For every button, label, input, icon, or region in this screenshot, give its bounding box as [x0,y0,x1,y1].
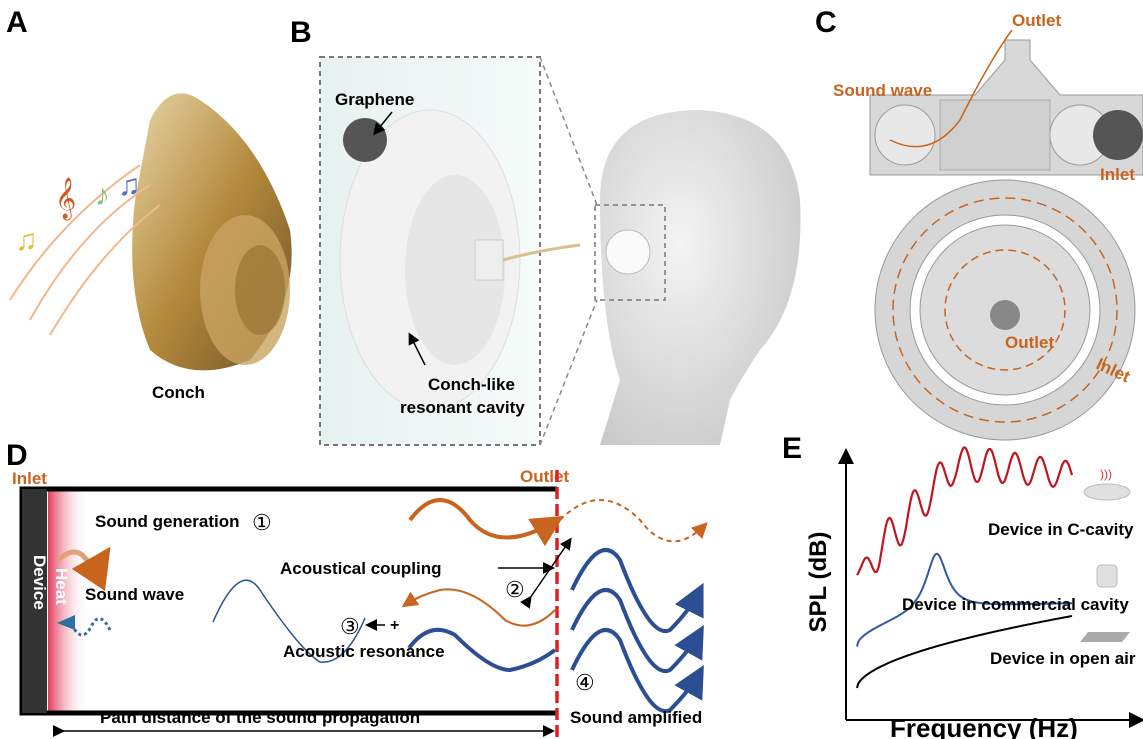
cavity-label-line2: resonant cavity [400,398,525,417]
sound-generation-label: Sound generation [95,512,240,531]
curve-open-air [856,615,1073,689]
commercial-cavity-icon [1096,564,1118,588]
step-1-marker: ① [252,510,272,535]
step-4-marker: ④ [575,670,595,695]
device-label: Device [30,555,49,610]
amplified-waves [570,548,704,714]
transmitted-wave [559,499,708,543]
sound-wave-label: Sound wave [833,81,932,100]
earphone-icon [605,229,651,275]
top-inlet-label: Inlet [1100,165,1135,184]
sound-amplified-label: Sound amplified [570,708,702,727]
generated-wave [408,498,564,547]
sound-wave-back-icon [70,617,112,637]
acoustical-coupling-label: Acoustical coupling [280,559,442,578]
reflected-wave [401,588,556,627]
sound-wave-forward-icon [56,546,111,592]
conch-caption: Conch [152,383,205,402]
music-note-icon: ♫ [15,224,38,257]
amplified-resonance-wave [407,627,557,673]
sound-wave-label: Sound wave [85,585,184,604]
c-cavity-device-icon [1083,483,1131,501]
step-3-marker: ③ [340,614,360,639]
cavity-label-line1: Conch-like [428,375,515,394]
legend-open-air: Device in open air [990,649,1136,668]
inlet-label: Inlet [12,469,47,488]
head-illustration [600,110,801,445]
music-note-icon: ♪ [95,179,110,212]
step-2-marker: ② [505,577,525,602]
heat-label: Heat [52,568,71,605]
panel-d: D Inlet Outlet Device Heat Sound wave So… [6,439,708,739]
panel-label-a: A [6,6,28,39]
panel-a: A ♫ 𝄞 ♪ ♫ Conch [6,6,292,402]
legend-commercial-cavity: Device in commercial cavity [902,595,1129,614]
resonance-wave [212,579,366,663]
music-notes-icon [9,164,161,336]
panel-c: C Outlet Sound wave Inlet Outlet Inlet [815,6,1143,441]
panel-label-c: C [815,6,837,39]
panel-label-b: B [290,16,312,49]
panel-e: E SPL (dB) Frequency (Hz) ))) Device in … [782,432,1143,739]
music-note-icon: ♫ [118,169,141,202]
graphene-sheet-icon [1080,632,1130,642]
acoustic-resonance-label: Acoustic resonance [283,642,445,661]
curve-commercial-cavity [856,552,1072,647]
outlet-label: Outlet [520,467,569,486]
panel-label-d: D [6,439,28,472]
plus-sign: + [390,617,399,634]
panel-b: B Graphene Conch-like resonant cavity [290,16,801,446]
spiral-cavity [874,179,1136,441]
y-axis-label: SPL (dB) [805,532,832,633]
graphene-label: Graphene [335,90,414,109]
panel-label-e: E [782,432,802,465]
top-outlet-label: Outlet [1012,11,1061,30]
treble-clef-icon: 𝄞 [55,177,76,220]
device-bar [22,489,47,713]
curve-c-cavity [856,446,1074,576]
legend-c-cavity: Device in C-cavity [988,520,1134,539]
path-distance-label: Path distance of the sound propagation [100,708,420,727]
spiral-outlet-label: Outlet [1005,333,1054,352]
graphene-icon [343,118,387,162]
signal-icon: ))) [1100,467,1112,481]
x-axis-label: Frequency (Hz) [890,713,1078,739]
